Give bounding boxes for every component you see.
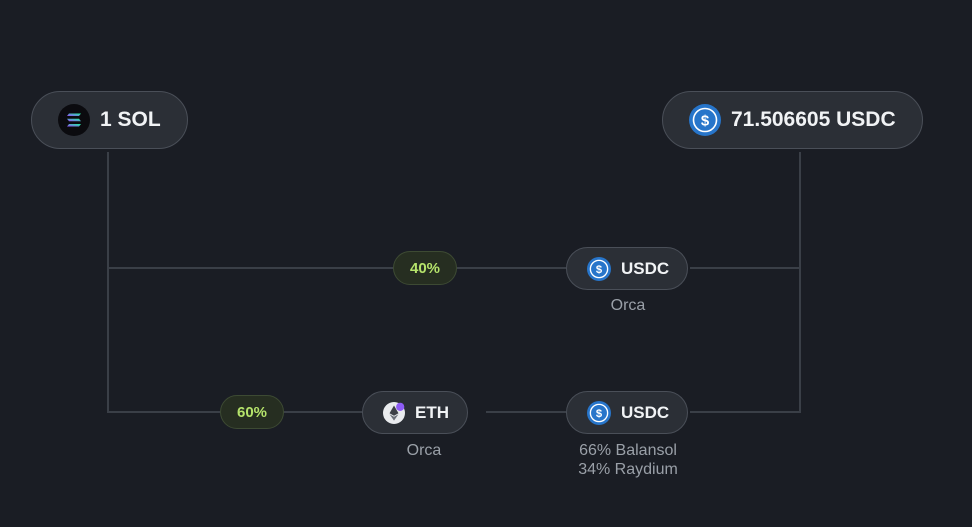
usdc-icon: $ (587, 256, 611, 281)
input-amount: 1 SOL (100, 108, 161, 131)
hop-venue-list: 66% Balansol 34% Raydium (548, 441, 708, 479)
hop-token-label: USDC (621, 402, 670, 422)
hop-token-label: ETH (415, 402, 449, 422)
split-percent-label: 60% (236, 403, 268, 421)
venue-label: 66% Balansol (579, 442, 677, 459)
output-token-pill[interactable]: $ 71.506605 USDC (662, 91, 923, 149)
svg-text:$: $ (701, 113, 710, 130)
split-percent-label: 40% (409, 259, 441, 277)
input-token-pill[interactable]: 1 SOL (31, 91, 188, 149)
venue-label: 34% Raydium (578, 461, 678, 478)
hop-token-pill-usdc[interactable]: $ USDC (566, 247, 689, 290)
venue-label: Orca (610, 297, 646, 314)
hop-token-pill-usdc[interactable]: $ USDC (566, 391, 689, 434)
usdc-icon: $ (689, 104, 721, 136)
eth-icon (383, 401, 405, 424)
route-split-percent-badge: 40% (393, 251, 457, 285)
solana-icon (58, 104, 90, 136)
hop-venue-list: Orca (362, 441, 486, 460)
route-split-percent-badge: 60% (220, 395, 284, 429)
usdc-icon: $ (587, 400, 611, 425)
hop-venue-list: Orca (566, 296, 690, 315)
hop-token-pill-eth[interactable]: ETH (362, 391, 468, 434)
output-amount: 71.506605 USDC (731, 108, 896, 131)
hop-token-label: USDC (621, 258, 670, 278)
svg-text:$: $ (596, 408, 603, 420)
venue-label: Orca (406, 442, 442, 459)
svg-text:$: $ (596, 264, 603, 276)
